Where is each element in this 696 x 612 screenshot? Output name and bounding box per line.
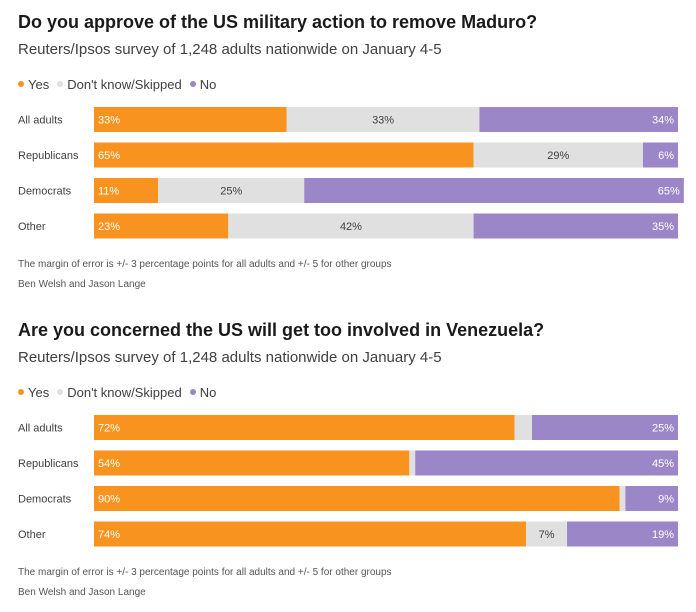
chart-legend: Yes Don't know/Skipped No — [18, 75, 224, 93]
data-label-no-democrats: 65% — [658, 186, 680, 198]
byline: Ben Welsh and Jason Lange — [18, 279, 146, 290]
legend-label-yes: Yes — [28, 384, 50, 400]
data-label-dont-know-other: 7% — [539, 529, 555, 541]
legend-label-dont-know: Don't know/Skipped — [67, 76, 182, 92]
legend-swatch-yes — [18, 81, 24, 87]
bar-segment-dont-know-all-adults — [514, 415, 532, 440]
bar-segment-dont-know-other — [526, 521, 568, 547]
legend-swatch-yes — [18, 389, 24, 395]
bar-segment-dont-know-democrats — [158, 178, 305, 203]
legend-item-dont-know: Don't know/Skipped — [57, 385, 182, 400]
data-label-no-all-adults: 34% — [652, 115, 674, 127]
bar-segment-dont-know-republicans — [473, 142, 643, 168]
category-label-other: Other — [18, 529, 46, 541]
legend-swatch-no — [189, 389, 196, 395]
category-label-democrats: Democrats — [18, 186, 72, 198]
data-label-yes-all-adults: 72% — [98, 423, 120, 435]
category-label-other: Other — [18, 221, 46, 233]
data-label-yes-all-adults: 33% — [98, 115, 120, 127]
bar-segment-no-other — [567, 521, 678, 547]
data-label-dont-know-republicans: 29% — [547, 150, 569, 162]
legend-label-no: No — [199, 384, 217, 400]
bar-segment-no-all-adults — [532, 415, 678, 440]
data-label-yes-democrats: 90% — [98, 494, 120, 506]
data-label-no-democrats: 9% — [658, 494, 674, 506]
data-label-dont-know-all-adults: 33% — [372, 115, 394, 127]
bar-segment-yes-democrats — [94, 486, 620, 511]
bar-segment-yes-democrats — [94, 178, 159, 203]
legend-swatch-dont-know — [57, 81, 64, 87]
category-label-all-adults: All adults — [18, 423, 63, 435]
data-label-dont-know-democrats: 25% — [220, 186, 242, 198]
stacked-bar-chart: All adults 72% 25% Republicans 54% 45% Democra… — [18, 415, 678, 547]
legend-swatch-no — [189, 81, 196, 87]
bar-segment-yes-other — [94, 213, 229, 239]
bar-segment-yes-republicans — [94, 142, 474, 168]
data-label-dont-know-other: 42% — [340, 221, 362, 233]
legend-label-yes: Yes — [28, 76, 50, 92]
bar-segment-no-other — [473, 213, 678, 239]
bar-segment-no-republicans — [642, 142, 678, 168]
legend-item-yes: Yes — [18, 77, 49, 92]
bar-segment-yes-all-adults — [94, 415, 515, 440]
chart-subtitle: Reuters/Ipsos survey of 1,248 adults nat… — [18, 41, 442, 58]
data-label-no-other: 19% — [652, 529, 674, 541]
bar-segment-no-all-adults — [479, 107, 678, 132]
bar-segment-no-democrats — [304, 178, 684, 203]
data-label-no-republicans: 45% — [652, 458, 674, 470]
chart-title: Are you concerned the US will get too in… — [18, 320, 545, 340]
bar-segment-yes-other — [94, 521, 527, 547]
bar-segment-dont-know-all-adults — [286, 107, 480, 132]
margin-of-error-note: The margin of error is +/- 3 percentage … — [18, 259, 392, 270]
chart-title: Do you approve of the US military action… — [18, 12, 538, 32]
data-label-yes-other: 74% — [98, 529, 120, 541]
bar-segment-no-republicans — [415, 450, 678, 476]
data-label-yes-republicans: 65% — [98, 150, 120, 162]
margin-of-error-note: The margin of error is +/- 3 percentage … — [18, 567, 392, 578]
data-label-no-other: 35% — [652, 221, 674, 233]
bar-segment-dont-know-other — [228, 213, 474, 239]
data-label-yes-republicans: 54% — [98, 458, 120, 470]
data-label-yes-democrats: 11% — [98, 186, 119, 198]
bar-segment-yes-all-adults — [94, 107, 287, 132]
legend-item-yes: Yes — [18, 385, 49, 400]
bar-segment-dont-know-democrats — [619, 486, 626, 511]
bar-segment-dont-know-republicans — [409, 450, 416, 476]
legend-label-no: No — [199, 76, 217, 92]
data-label-no-all-adults: 25% — [652, 423, 674, 435]
bar-segment-yes-republicans — [94, 450, 410, 476]
data-label-yes-other: 23% — [98, 221, 120, 233]
legend-swatch-dont-know — [57, 389, 64, 395]
chart-legend: Yes Don't know/Skipped No — [18, 383, 224, 401]
data-label-no-republicans: 6% — [658, 150, 674, 162]
chart-subtitle: Reuters/Ipsos survey of 1,248 adults nat… — [18, 349, 442, 366]
legend-label-dont-know: Don't know/Skipped — [67, 384, 182, 400]
category-label-all-adults: All adults — [18, 115, 63, 127]
bar-segment-no-democrats — [625, 486, 678, 511]
stacked-bar-chart: All adults 33% 33% 34% Republicans 65% 29% 6% De… — [18, 107, 684, 239]
legend-item-dont-know: Don't know/Skipped — [57, 77, 182, 92]
legend-item-no: No — [189, 384, 217, 400]
byline: Ben Welsh and Jason Lange — [18, 587, 146, 598]
category-label-republicans: Republicans — [18, 458, 79, 470]
category-label-republicans: Republicans — [18, 150, 79, 162]
category-label-democrats: Democrats — [18, 494, 72, 506]
legend-item-no: No — [189, 76, 217, 92]
